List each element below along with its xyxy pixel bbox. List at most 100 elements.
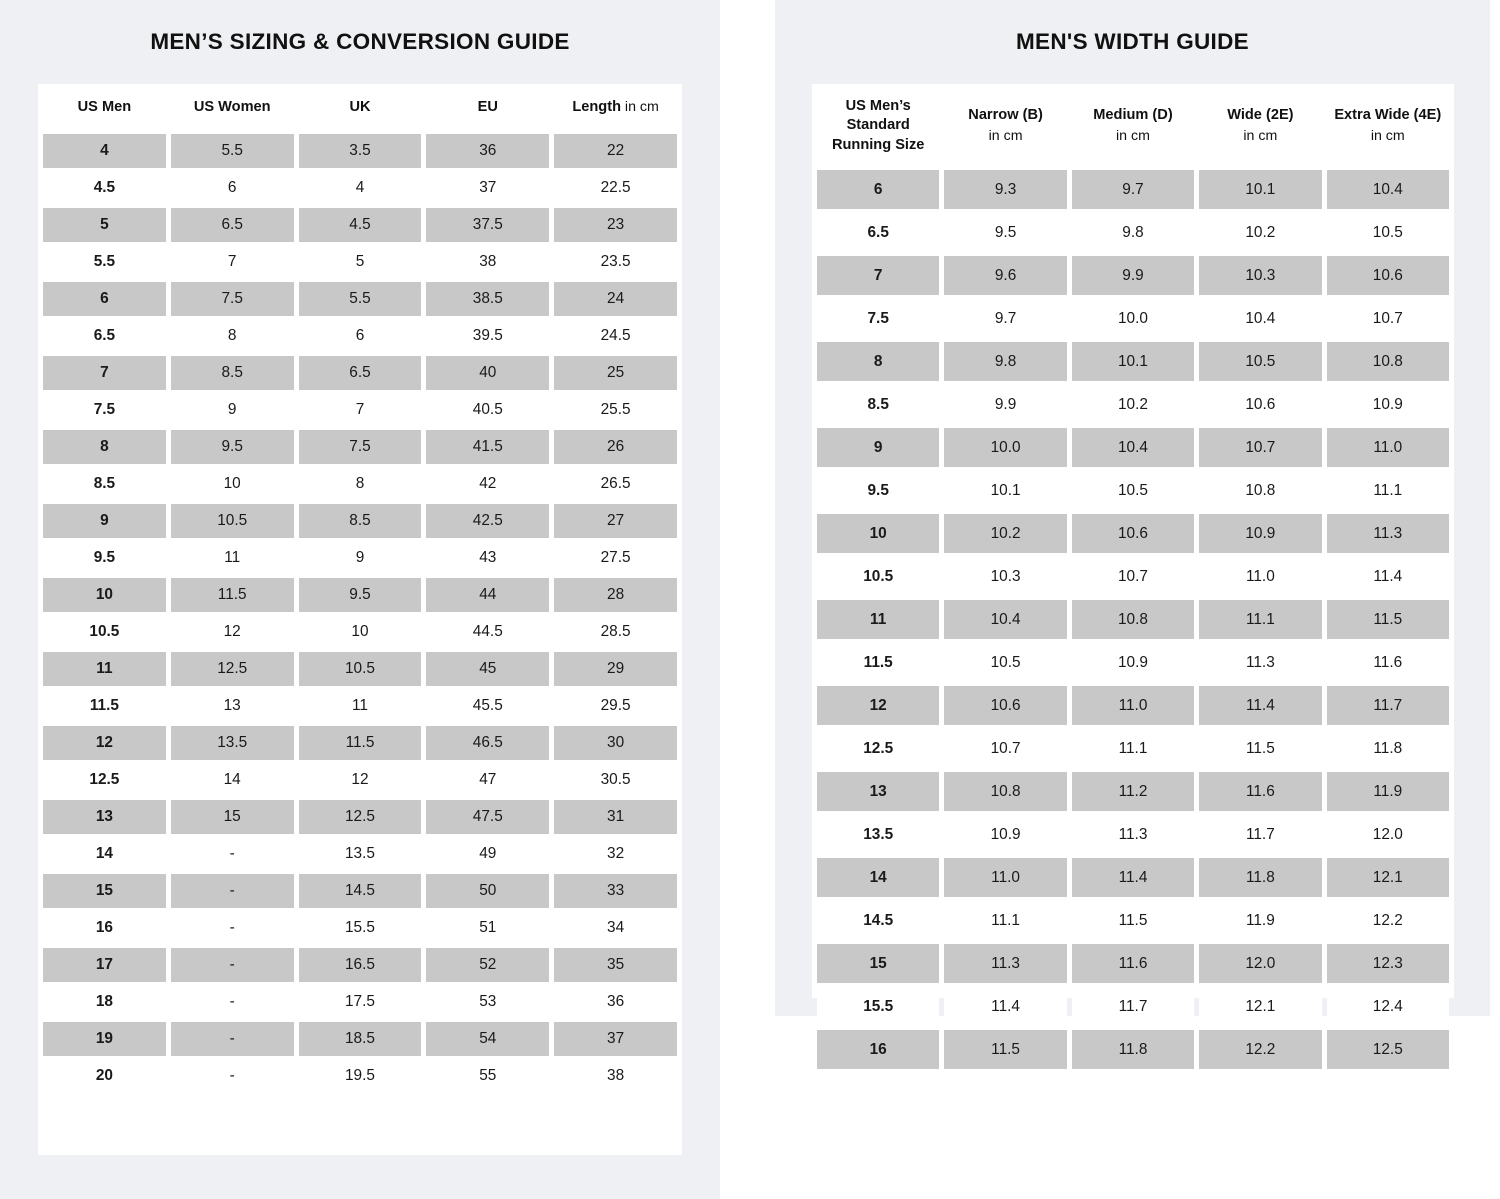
table-cell: 26 (554, 430, 677, 464)
table-cell: 11.0 (1071, 686, 1195, 725)
table-cell: 24 (554, 282, 677, 316)
table-cell: 15 (43, 874, 166, 908)
width-guide-card: US Men’s Standard Running Size Narrow (B)… (812, 84, 1454, 1069)
table-cell: 12.5 (817, 729, 940, 768)
table-row: 5.5 7 5 38 23.5 (43, 245, 677, 279)
table-cell: 10.9 (1199, 514, 1322, 553)
table-cell: 29 (554, 652, 677, 686)
table-cell: 44 (426, 578, 550, 612)
table-cell: 9 (43, 504, 166, 538)
table-cell: 10.7 (1071, 557, 1195, 596)
table-cell: 37.5 (426, 208, 550, 242)
table-cell: 10.7 (1326, 299, 1449, 338)
table-cell: 17.5 (298, 985, 422, 1019)
table-cell: 11.1 (1326, 471, 1449, 510)
left_panel-column-header-4: Length in cm (554, 87, 677, 131)
table-row: 11 10.4 10.8 11.1 11.5 (817, 600, 1449, 639)
table-cell: 39.5 (426, 319, 550, 353)
table-cell: 19 (43, 1022, 166, 1056)
table-row: 10.5 12 10 44.5 28.5 (43, 615, 677, 649)
table-cell: 34 (554, 911, 677, 945)
table-cell: 6.5 (170, 208, 294, 242)
table-cell: 9.5 (817, 471, 940, 510)
table-cell: 10.5 (1199, 342, 1322, 381)
table-body: 6 9.3 9.7 10.1 10.4 6.5 9.5 9.8 10.2 10.5 7 9.6 9.9 1… (817, 170, 1449, 1069)
table-cell: 7 (170, 245, 294, 279)
table-row: 10 10.2 10.6 10.9 11.3 (817, 514, 1449, 553)
right-panel-title: MEN'S WIDTH GUIDE (1016, 29, 1249, 54)
table-cell: 10.5 (817, 557, 940, 596)
table-row: 7 8.5 6.5 40 25 (43, 356, 677, 390)
table-cell: 12 (817, 686, 940, 725)
table-cell: 11.5 (1326, 600, 1449, 639)
table-cell: 11.8 (1071, 1030, 1195, 1069)
column-header-unit: in cm (1370, 127, 1405, 144)
table-cell: 10.7 (1199, 428, 1322, 467)
table-cell: 11.2 (1071, 772, 1195, 811)
table-cell: 7.5 (43, 393, 166, 427)
table-cell: 11.0 (944, 858, 1067, 897)
table-cell: 7.5 (170, 282, 294, 316)
table-cell: 38.5 (426, 282, 550, 316)
table-cell: 10.0 (944, 428, 1067, 467)
table-row: 19-18.5 54 37 (43, 1022, 677, 1056)
table-row: 14-13.5 49 32 (43, 837, 677, 871)
table-cell: 8.5 (43, 467, 166, 501)
table-row: 13 10.8 11.2 11.6 11.9 (817, 772, 1449, 811)
table-cell: 10 (817, 514, 940, 553)
table-cell: 12 (43, 726, 166, 760)
table-cell: 5.5 (298, 282, 422, 316)
column-header-label: Narrow (B) (968, 107, 1043, 124)
table-cell: 10.1 (1199, 170, 1322, 209)
table-cell: 12.5 (43, 763, 166, 797)
table-cell: 9.5 (298, 578, 422, 612)
table-row: 7 9.6 9.9 10.3 10.6 (817, 256, 1449, 295)
table-row: 8.5 9.9 10.2 10.6 10.9 (817, 385, 1449, 424)
column-header-label: Medium (D) (1093, 107, 1173, 124)
table-row: 15 11.3 11.6 12.0 12.3 (817, 944, 1449, 983)
table-cell: 25.5 (554, 393, 677, 427)
table-cell: 49 (426, 837, 550, 871)
table-cell: 11.5 (1071, 901, 1195, 940)
table-row: 14.5 11.1 11.5 11.9 12.2 (817, 901, 1449, 940)
table-cell: - (170, 837, 294, 871)
table-cell: 15 (170, 800, 294, 834)
table-row: 12.5 14 12 47 30.5 (43, 763, 677, 797)
table-cell: 10.1 (944, 471, 1067, 510)
table-cell: 14.5 (298, 874, 422, 908)
table-cell: 5 (298, 245, 422, 279)
table-cell: 9.9 (1071, 256, 1195, 295)
table-cell: 14 (170, 763, 294, 797)
table-cell: 11 (298, 689, 422, 723)
table-cell: 10.5 (1071, 471, 1195, 510)
table-cell: 45.5 (426, 689, 550, 723)
table-cell: 27.5 (554, 541, 677, 575)
table-cell: 24.5 (554, 319, 677, 353)
table-cell: 5.5 (43, 245, 166, 279)
table-cell: 9.5 (944, 213, 1067, 252)
table-cell: 9.3 (944, 170, 1067, 209)
table-cell: 12.5 (1326, 1030, 1449, 1069)
table-cell: 33 (554, 874, 677, 908)
table-cell: - (170, 985, 294, 1019)
table-cell: 44.5 (426, 615, 550, 649)
table-row: 9 10.5 8.5 42.5 27 (43, 504, 677, 538)
table-cell: 10.8 (1071, 600, 1195, 639)
table-row: 13.5 10.9 11.3 11.7 12.0 (817, 815, 1449, 854)
table-cell: 9.5 (170, 430, 294, 464)
table-cell: 6.5 (298, 356, 422, 390)
table-row: 7.5 9.7 10.0 10.4 10.7 (817, 299, 1449, 338)
table-cell: 16 (817, 1030, 940, 1069)
table-cell: 19.5 (298, 1059, 422, 1093)
table-row: 4 5.5 3.5 36 22 (43, 134, 677, 168)
table-cell: 12.1 (1326, 858, 1449, 897)
column-header-unit: in cm (1243, 127, 1278, 144)
table-cell: 11.3 (1326, 514, 1449, 553)
table-cell: 10 (298, 615, 422, 649)
table-cell: 11.3 (944, 944, 1067, 983)
table-row: 15.5 11.4 11.7 12.1 12.4 (817, 987, 1449, 1026)
table-cell: 13 (43, 800, 166, 834)
table-cell: 47 (426, 763, 550, 797)
table-cell: 10.5 (944, 643, 1067, 682)
